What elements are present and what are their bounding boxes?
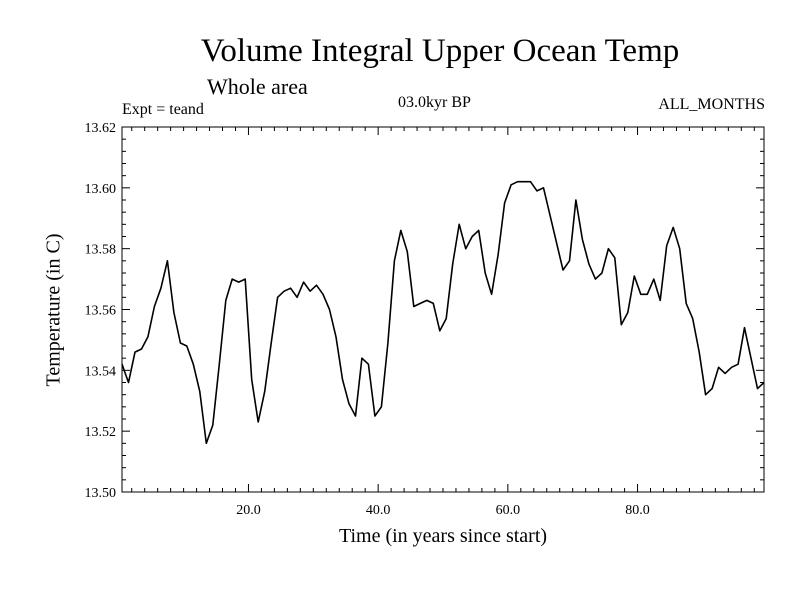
- x-tick-label: 20.0: [236, 503, 261, 518]
- y-tick-label: 13.56: [85, 304, 117, 319]
- y-tick-label: 13.60: [85, 182, 117, 197]
- plot-frame: [121, 126, 765, 493]
- y-tick-label: 13.54: [85, 364, 117, 379]
- experiment-annotation: Expt = teand: [122, 101, 204, 118]
- y-tick-label: 13.62: [85, 121, 117, 136]
- x-tick-label: 80.0: [625, 503, 650, 518]
- chart-title: Volume Integral Upper Ocean Temp: [200, 33, 680, 69]
- months-annotation: ALL_MONTHS: [658, 96, 765, 113]
- y-tick-label: 13.52: [85, 425, 117, 440]
- y-tick-label: 13.58: [85, 243, 117, 258]
- x-tick-label: 40.0: [366, 503, 391, 518]
- y-tick-label: 13.50: [85, 486, 117, 501]
- series-line: [121, 180, 765, 445]
- chart-subtitle: Whole area: [207, 74, 308, 99]
- x-axis-label: Time (in years since start): [338, 525, 548, 547]
- x-tick-label: 60.0: [496, 503, 521, 518]
- period-annotation: 03.0kyr BP: [398, 94, 471, 111]
